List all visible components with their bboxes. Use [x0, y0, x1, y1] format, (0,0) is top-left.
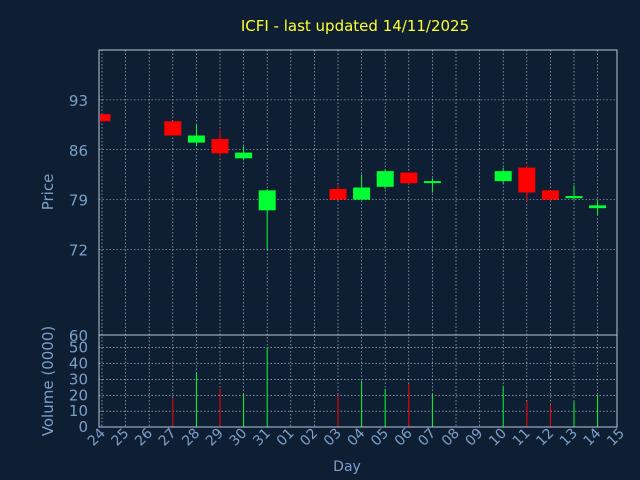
candle-body — [518, 167, 536, 193]
x-tick-label: 30 — [227, 426, 251, 450]
candle-layer — [100, 114, 607, 250]
volume-layer — [172, 347, 599, 427]
price-tick-label: 86 — [69, 142, 88, 160]
grid-layer — [99, 50, 617, 427]
x-tick-label: 29 — [203, 426, 227, 450]
candle-body — [423, 181, 441, 184]
candle-body — [400, 172, 418, 184]
x-tick-label: 13 — [557, 426, 581, 450]
candle-body — [329, 188, 347, 200]
price-tick-label: 79 — [69, 192, 88, 210]
volume-tick-label: 20 — [69, 386, 88, 404]
candle-body — [164, 121, 182, 136]
candle-body — [541, 190, 559, 200]
x-tick-label: 24 — [85, 425, 109, 449]
x-tick-label: 27 — [156, 426, 180, 450]
candle-body — [589, 205, 607, 209]
volume-tick-label: 40 — [69, 355, 88, 373]
candle-body — [353, 187, 371, 200]
volume-tick-label: 0 — [78, 418, 88, 436]
volume-panel-frame — [98, 334, 618, 428]
candle-body — [376, 171, 394, 187]
x-tick-label: 01 — [274, 426, 298, 450]
price-tick-label: 60 — [69, 327, 88, 345]
x-tick-label: 11 — [510, 426, 534, 450]
x-tick-label: 08 — [439, 426, 463, 450]
x-tick-label: 15 — [604, 426, 628, 450]
x-tick-label: 09 — [463, 426, 487, 450]
candle-body — [100, 114, 111, 122]
candle-body — [235, 152, 253, 159]
x-axis-label: Day — [333, 459, 361, 475]
candle-body — [258, 190, 276, 211]
price-tick-label: 72 — [69, 242, 88, 260]
x-tick-label: 03 — [321, 426, 345, 450]
price-axis-label: Price — [39, 174, 57, 211]
x-tick-label: 07 — [415, 426, 439, 450]
x-tick-label: 25 — [109, 426, 133, 450]
chart-title: ICFI - last updated 14/11/2025 — [241, 17, 469, 35]
volume-tick-label: 50 — [69, 339, 88, 357]
x-tick-label: 31 — [250, 426, 274, 450]
x-tick-label: 12 — [533, 426, 557, 450]
x-tick-label: 04 — [345, 425, 369, 449]
x-tick-label: 02 — [297, 426, 321, 450]
x-tick-label: 28 — [179, 426, 203, 450]
volume-tick-label: 10 — [69, 402, 88, 420]
candle-body — [494, 171, 512, 182]
candle-body — [187, 135, 205, 143]
volume-tick-label: 30 — [69, 370, 88, 388]
volume-axis-label: Volume (0000) — [39, 326, 57, 436]
x-tick-label: 26 — [132, 425, 156, 449]
x-tick-label: 05 — [368, 426, 392, 450]
price-tick-label: 93 — [69, 92, 88, 110]
x-tick-label: 10 — [486, 426, 510, 450]
candle-body — [211, 139, 229, 154]
x-tick-label: 14 — [581, 425, 605, 449]
x-tick-label: 06 — [392, 425, 416, 449]
candle-body — [565, 196, 583, 199]
